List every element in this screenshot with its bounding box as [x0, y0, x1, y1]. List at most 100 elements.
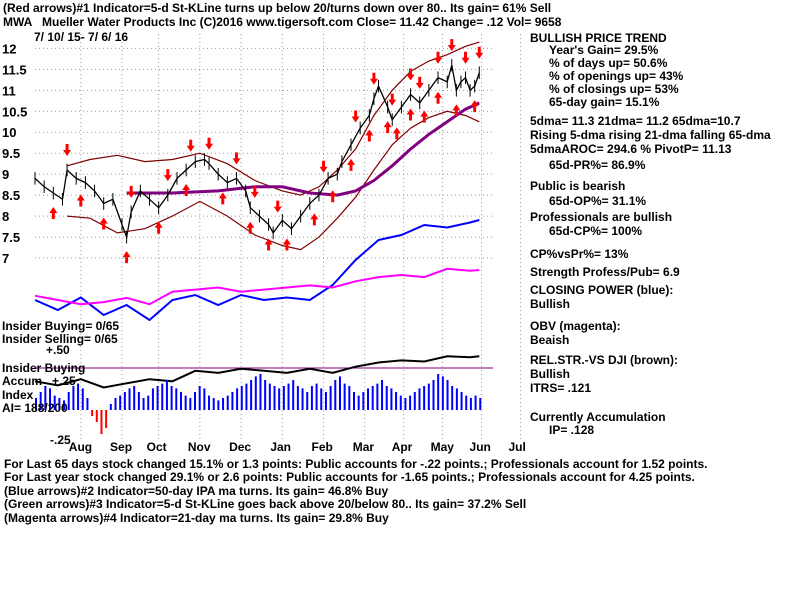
- accum-bar: [371, 386, 374, 410]
- ma-direction: Rising 5-dma rising 21-dma falling 65-dm…: [530, 128, 771, 142]
- accum-bar: [198, 386, 201, 410]
- buy-arrow: [264, 238, 273, 251]
- buy-arrow: [246, 221, 255, 234]
- trend-line: % of days up= 50.6%: [549, 56, 668, 70]
- signal-arrows: [49, 39, 484, 264]
- y-tick-label: 11.5: [2, 62, 27, 77]
- accum-bar: [170, 386, 173, 410]
- accum-bar: [418, 388, 421, 410]
- sell-arrow: [186, 139, 195, 152]
- sell-arrow: [319, 160, 328, 173]
- accum-bar: [39, 392, 42, 410]
- minus25-label: -.25: [50, 433, 71, 447]
- y-tick-label: 10: [2, 125, 16, 140]
- header-stock-info: Mueller Water Products Inc (C)2016 www.t…: [42, 15, 562, 29]
- sell-arrow: [127, 185, 136, 198]
- buy-arrow: [122, 251, 131, 264]
- accum-bar: [86, 398, 89, 410]
- accum-bar: [142, 398, 145, 410]
- accum-bar: [184, 395, 187, 410]
- accum-bar: [306, 392, 309, 410]
- strength-ratio: Strength Profess/Pub= 6.9: [530, 265, 680, 279]
- footer-line: For Last year stock changed 29.1% or 2.6…: [4, 470, 695, 484]
- sell-arrow: [63, 143, 72, 156]
- accum-bar: [282, 386, 285, 410]
- sell-arrow: [447, 39, 456, 52]
- accum-bar: [479, 398, 482, 410]
- accum-bar: [423, 386, 426, 410]
- trend-line: % of closings up= 53%: [549, 82, 679, 96]
- accum-bar: [250, 380, 253, 410]
- month-label: Jan: [270, 440, 291, 454]
- accum-bar: [259, 374, 262, 410]
- buy-arrow: [76, 194, 85, 207]
- insider-buying-label: Insider Buying= 0/65: [2, 319, 120, 333]
- y-tick-label: 8.5: [2, 188, 20, 203]
- closing-power-value: Bullish: [530, 297, 571, 311]
- accum-bar: [123, 392, 126, 410]
- buy-arrow: [49, 207, 58, 220]
- buy-arrow: [328, 190, 337, 203]
- accumulation-ip: IP= .128: [549, 423, 595, 437]
- month-label: Mar: [353, 440, 375, 454]
- y-tick-label: 9.5: [2, 146, 20, 161]
- accum-bar: [109, 404, 112, 410]
- accum-bar: [320, 388, 323, 410]
- sell-arrow: [461, 51, 470, 64]
- sell-arrow: [388, 93, 397, 106]
- footer-line: (Blue arrows)#2 Indicator=50-day IPA ma …: [4, 484, 389, 498]
- accum-bar: [245, 383, 248, 410]
- accum-bar: [390, 388, 393, 410]
- accum-bar: [352, 392, 355, 410]
- accum-bar: [63, 400, 66, 410]
- accum-bar: [193, 392, 196, 410]
- y-tick-labels: 12 11.5 11 10.5 10 9.5 9 8.5 8 7.5 7: [2, 41, 27, 266]
- month-label: Dec: [229, 440, 251, 454]
- accum-bar: [147, 395, 150, 410]
- ma65-line: [126, 101, 480, 197]
- trend-title: BULLISH PRICE TREND: [530, 31, 667, 45]
- accum-bar: [58, 398, 61, 410]
- accum-bar: [324, 392, 327, 410]
- accum-bar: [161, 383, 164, 410]
- pr-percent: 65d-PR%= 86.9%: [549, 158, 646, 172]
- accum-bar: [357, 395, 360, 410]
- buy-arrow: [420, 110, 429, 123]
- accum-bar: [399, 395, 402, 410]
- ai-label: AI= 188/200: [2, 401, 68, 415]
- buy-arrow: [347, 158, 356, 171]
- accum-bar: [338, 376, 341, 410]
- accum-bar: [133, 386, 136, 410]
- buy-arrow: [383, 121, 392, 134]
- accum-bar: [95, 410, 98, 422]
- accum-bar: [264, 380, 267, 410]
- month-label: May: [431, 440, 455, 454]
- footer-line: (Magenta arrows)#4 Indicator=21-day ma t…: [4, 511, 389, 525]
- accum-bar: [222, 398, 225, 410]
- cp-vs-pr: CP%vsPr%= 13%: [530, 247, 629, 261]
- accum-bar: [437, 374, 440, 410]
- accum-bar: [179, 392, 182, 410]
- sell-arrow: [415, 76, 424, 89]
- accum-bar: [413, 392, 416, 410]
- header-indicator-1: (Red arrows)#1 Indicator=5-d St-KLine tu…: [3, 1, 552, 15]
- buy-arrow: [452, 104, 461, 117]
- accum-bar: [441, 376, 444, 410]
- accum-bar: [455, 388, 458, 410]
- accum-bar: [292, 380, 295, 410]
- accum-bar: [469, 398, 472, 410]
- price-bars: [34, 58, 480, 244]
- sell-arrow: [369, 72, 378, 85]
- sell-arrow: [351, 110, 360, 123]
- accum-bar: [367, 388, 370, 410]
- accum-bar: [385, 386, 388, 410]
- accum-bar: [381, 380, 384, 410]
- obv-title: OBV (magenta):: [530, 319, 621, 333]
- trend-line: Year's Gain= 29.5%: [549, 43, 659, 57]
- accum-bar: [137, 392, 140, 410]
- accum-bar: [53, 395, 56, 410]
- obv-line: [34, 267, 480, 306]
- buy-arrow: [99, 217, 108, 230]
- trend-line: % of openings up= 43%: [549, 69, 684, 83]
